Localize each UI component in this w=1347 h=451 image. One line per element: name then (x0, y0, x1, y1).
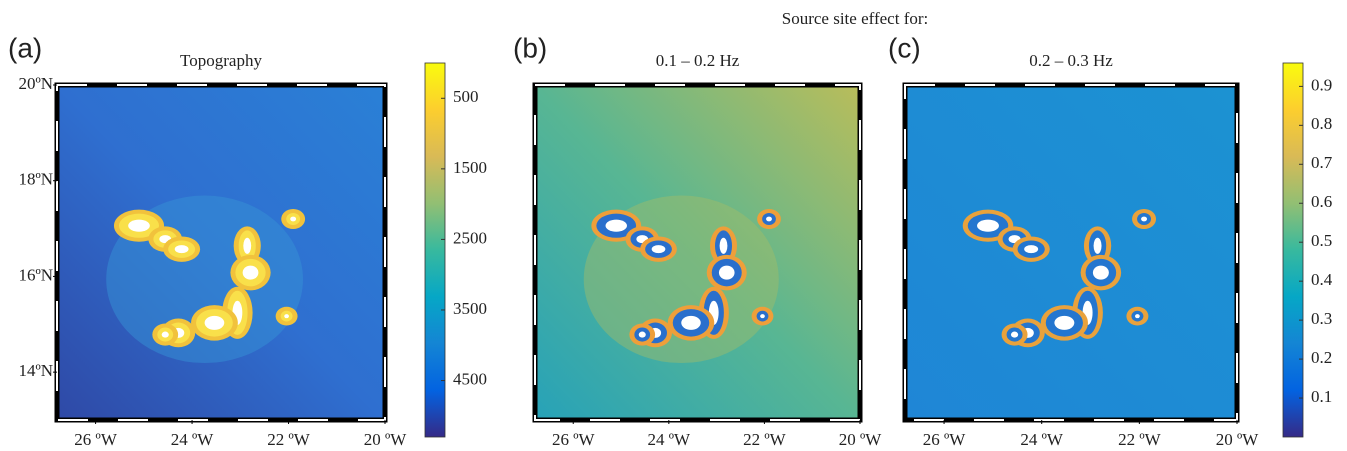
colorbar-tick-label: 0.2 (1311, 348, 1332, 367)
x-tick-label: 26 ºW (552, 430, 596, 449)
x-tick-label: 26 ºW (923, 430, 967, 449)
island (242, 265, 259, 280)
island (766, 216, 772, 222)
island (290, 216, 297, 222)
suptitle: Source site effect for: (782, 9, 928, 28)
x-tick-label: 24 ºW (1020, 430, 1064, 449)
island (1010, 331, 1019, 338)
island (638, 331, 646, 338)
island (204, 315, 225, 330)
island (174, 245, 189, 254)
island (681, 315, 701, 330)
island (1135, 314, 1140, 319)
panel-title: Topography (180, 51, 262, 70)
y-tick-label: 18ºN (18, 170, 53, 189)
island (284, 314, 289, 319)
panel-label: (a) (8, 32, 42, 63)
island (718, 265, 735, 280)
x-tick-label: 24 ºW (171, 430, 215, 449)
panel-label: (c) (888, 32, 921, 63)
colorbar-tick-label: 0.4 (1311, 270, 1333, 289)
x-tick-label: 24 ºW (648, 430, 692, 449)
colorbar-tick-label: 3500 (453, 299, 487, 318)
island (1141, 216, 1148, 222)
map-background (535, 85, 860, 420)
island (1093, 237, 1102, 254)
y-tick-label: 16ºN (18, 265, 53, 284)
y-tick-label: 20ºN (18, 74, 53, 93)
x-tick-label: 26 ºW (74, 430, 118, 449)
x-tick-label: 22 ºW (267, 430, 311, 449)
colorbar-tick-label: 0.9 (1311, 75, 1332, 94)
island (977, 219, 999, 232)
island (1092, 265, 1109, 280)
panel-title: 0.1 – 0.2 Hz (656, 51, 740, 70)
island (1054, 315, 1075, 330)
island (719, 237, 728, 254)
island (605, 219, 627, 232)
island (243, 237, 252, 254)
island (161, 331, 169, 338)
colorbar-tick-label: 0.1 (1311, 387, 1332, 406)
panel-title: 0.2 – 0.3 Hz (1029, 51, 1113, 70)
x-tick-label: 22 ºW (1118, 430, 1162, 449)
colorbar-tick-label: 0.6 (1311, 192, 1332, 211)
map-frame-stripes (534, 84, 861, 421)
colorbar-tick-label: 4500 (453, 369, 487, 388)
colorbar (1282, 62, 1304, 438)
y-tick-label: 14ºN (18, 361, 53, 380)
x-tick-label: 22 ºW (743, 430, 787, 449)
panel-label: (b) (513, 32, 547, 63)
colorbar-tick-label: 0.3 (1311, 309, 1332, 328)
island (128, 219, 150, 232)
map-background (905, 85, 1237, 420)
island (1024, 245, 1039, 254)
colorbar-tick-label: 0.8 (1311, 114, 1332, 133)
colorbar-tick-label: 500 (453, 87, 479, 106)
x-tick-label: 20 ºW (364, 430, 408, 449)
island (651, 245, 666, 254)
colorbar (424, 62, 446, 438)
colorbar-tick-label: 1500 (453, 158, 487, 177)
colorbar-tick-label: 0.5 (1311, 231, 1332, 250)
colorbar-tick-label: 0.7 (1311, 153, 1333, 172)
island (760, 314, 765, 319)
colorbar-tick-label: 2500 (453, 228, 487, 247)
x-tick-label: 20 ºW (1216, 430, 1260, 449)
map-frame-stripes (56, 84, 386, 421)
map-frame-stripes (904, 84, 1238, 421)
x-tick-label: 20 ºW (839, 430, 883, 449)
